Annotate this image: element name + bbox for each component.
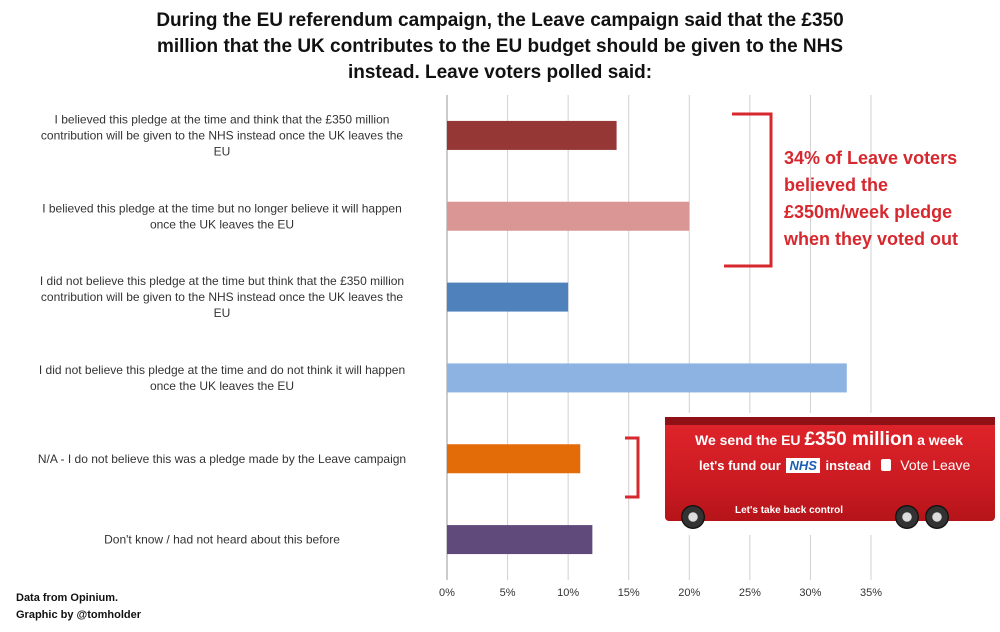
bus-text: let's fund our <box>699 458 781 473</box>
bar <box>447 444 581 474</box>
category-label: I did not believe this pledge at the tim… <box>40 274 404 320</box>
annotation-brackets <box>625 112 773 499</box>
category-label-line: Don't know / had not heard about this be… <box>104 533 340 547</box>
x-tick-label: 5% <box>500 587 516 599</box>
bus-text: Vote Leave <box>900 457 971 473</box>
x-tick-label: 10% <box>557 587 579 599</box>
x-tick-label: 25% <box>739 587 761 599</box>
x-tick-labels: 0% 5% 10% 15% 20% 25% 30% 35% <box>439 587 882 599</box>
category-label-line: EU <box>214 306 231 320</box>
category-label-line: once the UK leaves the EU <box>150 379 294 393</box>
category-label: Don't know / had not heard about this be… <box>104 533 340 547</box>
title-line: instead. Leave voters polled said: <box>347 62 653 83</box>
title-line: million that the UK contributes to the E… <box>156 36 844 57</box>
bracket-believed <box>724 112 773 268</box>
source-line: Graphic by @tomholder <box>16 609 142 621</box>
category-label: I did not believe this pledge at the tim… <box>39 363 405 393</box>
bus-wheel-icon <box>681 505 705 529</box>
bar <box>447 282 569 312</box>
bracket-na <box>625 436 640 499</box>
bus-wheel-icon <box>895 505 919 529</box>
category-label-line: I believed this pledge at the time but n… <box>42 201 402 215</box>
x-tick-label: 0% <box>439 587 455 599</box>
category-labels: I believed this pledge at the time and t… <box>38 112 406 546</box>
x-tick-label: 35% <box>860 587 882 599</box>
category-label-line: N/A - I do not believe this was a pledge… <box>38 452 406 466</box>
bus-body: We send the EU £350 million a week let's… <box>665 417 995 521</box>
bus-text: a week <box>917 432 964 448</box>
annotation-text: 34% of Leave voters believed the £350m/w… <box>784 145 994 253</box>
nhs-logo: NHS <box>786 458 820 473</box>
annotation-line: when they voted out <box>784 229 959 249</box>
source-line: Data from Opinium. <box>16 592 119 604</box>
category-label: I believed this pledge at the time but n… <box>42 201 402 231</box>
bars <box>447 120 847 555</box>
x-tick-label: 30% <box>799 587 821 599</box>
bus-text: instead <box>825 458 872 473</box>
bar <box>447 363 847 393</box>
title-line: During the EU referendum campaign, the L… <box>156 10 844 31</box>
x-tick-label: 15% <box>618 587 640 599</box>
annotation-line: 34% of Leave voters <box>784 148 958 168</box>
bar <box>447 201 690 231</box>
category-label-line: EU <box>214 144 231 158</box>
category-label: I believed this pledge at the time and t… <box>41 112 404 158</box>
bar <box>447 525 593 555</box>
source-note: Data from Opinium. Graphic by @tomholder <box>16 590 141 624</box>
category-label-line: contribution will be given to the NHS in… <box>41 290 404 304</box>
vote-leave-bus-image: We send the EU £350 million a week let's… <box>663 413 998 535</box>
bus-slogan-1: We send the EU £350 million a week <box>695 429 963 451</box>
bus-wheel-icon <box>925 505 949 529</box>
annotation-line: £350m/week pledge <box>784 202 953 222</box>
annotation-line: believed the <box>784 175 889 195</box>
chart-title: During the EU referendum campaign, the L… <box>60 8 940 86</box>
bus-slogan-2: let's fund our NHS instead Vote Leave <box>699 457 970 473</box>
bus-text-big: £350 million <box>804 429 914 450</box>
vote-leave-logo-icon <box>880 459 891 471</box>
bus-text: We send the EU <box>695 432 801 448</box>
bar <box>447 120 617 150</box>
category-label: N/A - I do not believe this was a pledge… <box>38 452 406 466</box>
category-label-line: I did not believe this pledge at the tim… <box>40 274 404 288</box>
x-tick-label: 20% <box>678 587 700 599</box>
category-label-line: I did not believe this pledge at the tim… <box>39 363 405 377</box>
category-label-line: I believed this pledge at the time and t… <box>55 112 390 126</box>
category-label-line: contribution will be given to the NHS in… <box>41 128 404 142</box>
category-label-line: once the UK leaves the EU <box>150 217 294 231</box>
bus-windows <box>665 417 995 425</box>
bus-slogan-3: Let's take back control <box>735 505 843 516</box>
